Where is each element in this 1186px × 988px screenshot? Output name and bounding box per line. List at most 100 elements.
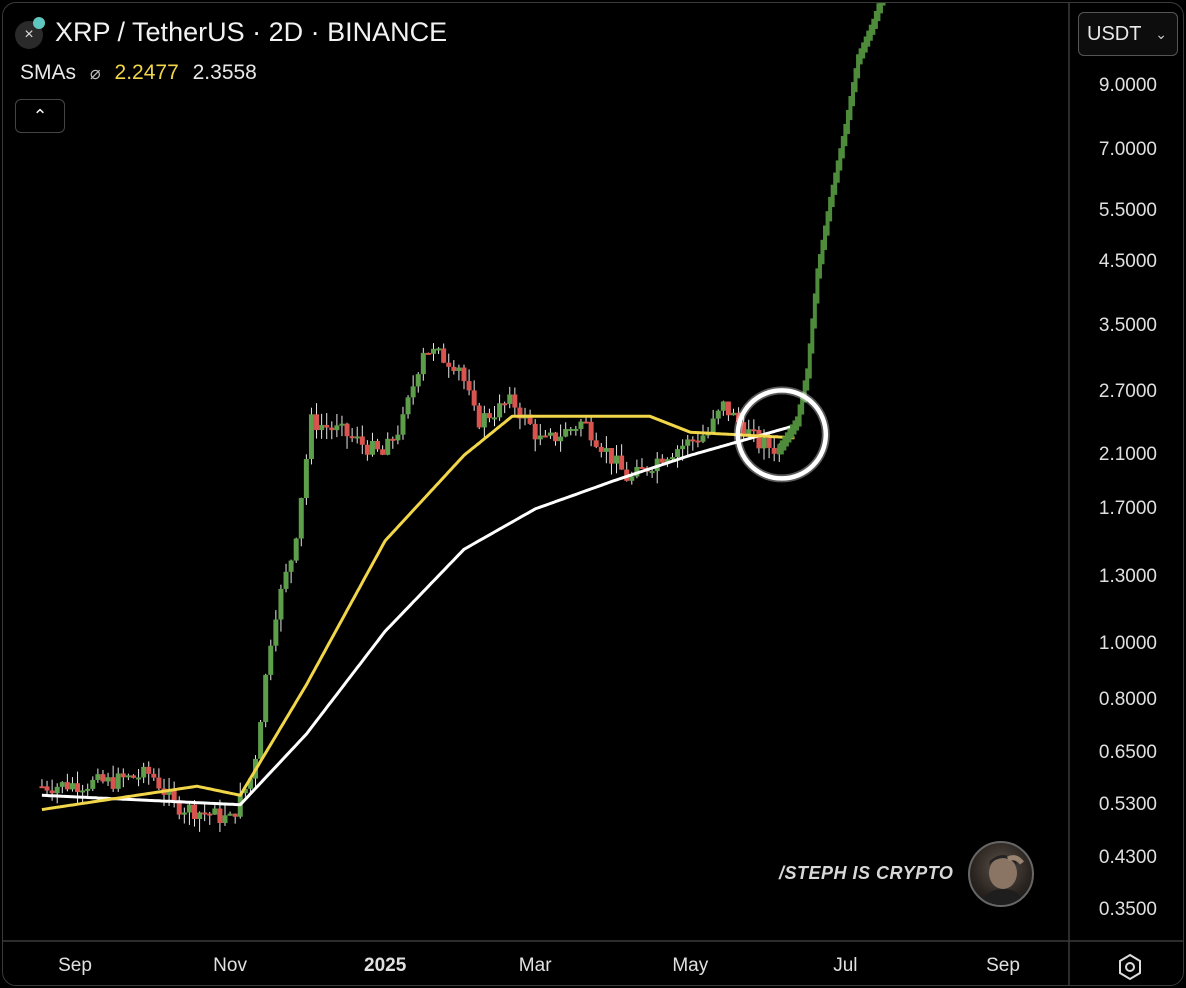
price-tick-label: 0.6500	[1098, 741, 1157, 763]
candle-body	[542, 435, 548, 438]
candle-body	[593, 440, 599, 447]
projection-candle	[873, 10, 878, 29]
candle-body	[364, 444, 370, 455]
candle-body	[49, 790, 55, 794]
projection-candle	[787, 428, 792, 443]
price-tick-label: 5.5000	[1098, 199, 1157, 221]
candle-body	[532, 423, 538, 440]
candle-body	[420, 352, 426, 375]
candle-body	[314, 414, 320, 431]
projection-candle	[838, 148, 843, 171]
candle-body	[247, 778, 253, 789]
projection-candle	[861, 42, 866, 59]
candle-body	[288, 560, 294, 572]
candle-body	[232, 813, 238, 817]
projection-candle	[795, 416, 800, 431]
candle-body	[456, 367, 462, 371]
candle-body	[110, 777, 116, 789]
candle-body	[375, 440, 381, 450]
candle-body	[430, 348, 436, 354]
time-tick-label: May	[672, 955, 709, 976]
candle-body	[242, 788, 248, 794]
candle-body	[598, 446, 604, 452]
candle-body	[319, 425, 325, 431]
candle-body	[64, 782, 70, 790]
candle-body	[344, 423, 350, 437]
watermark-text: /STEPH IS CRYPTO	[779, 863, 954, 883]
candle-body	[441, 348, 447, 363]
chevron-up-icon: ⌃	[32, 106, 48, 126]
chart-plot[interactable]	[3, 3, 1184, 986]
projection-candle	[830, 184, 835, 208]
projection-candle	[850, 82, 855, 107]
candle-body	[695, 440, 701, 443]
currency-selector[interactable]: USDT ⌄	[1078, 12, 1178, 56]
projection-candle	[843, 123, 848, 147]
time-tick-label: Nov	[213, 955, 247, 976]
chevron-down-icon: ⌄	[1155, 26, 1167, 42]
candle-body	[90, 779, 96, 789]
time-tick-label: Sep	[986, 955, 1020, 976]
candle-body	[725, 401, 731, 416]
candle-body	[329, 427, 335, 431]
candle-body	[324, 425, 330, 428]
candle-body	[125, 775, 131, 778]
candle-body	[527, 414, 533, 424]
projection-candle	[820, 239, 825, 265]
candle-body	[517, 407, 523, 419]
candle-body	[359, 436, 365, 445]
candle-body	[171, 789, 177, 801]
candle-body	[664, 459, 670, 463]
candle-body	[685, 439, 691, 446]
candle-body	[349, 436, 355, 439]
price-tick-label: 2.7000	[1098, 380, 1157, 402]
candle-body	[573, 428, 579, 431]
sma-slow-value: 2.3558	[192, 61, 257, 84]
candle-body	[512, 394, 518, 408]
candle-body	[59, 782, 65, 787]
candle-body	[151, 773, 157, 778]
indicator-legend[interactable]: SMAs ⌀ 2.2477 2.3558	[20, 61, 265, 85]
projection-candle	[828, 196, 833, 222]
projection-candle	[817, 254, 822, 279]
candle-body	[298, 497, 304, 539]
collapse-button[interactable]: ⌃	[15, 99, 65, 133]
candle-body	[425, 352, 431, 355]
projection-candle	[810, 318, 815, 354]
candle-body	[736, 412, 742, 423]
candle-body	[720, 401, 726, 411]
candle-body	[629, 476, 635, 481]
candle-body	[130, 775, 136, 778]
candle-body	[339, 423, 345, 426]
candle-body	[85, 788, 91, 791]
candle-body	[258, 722, 264, 759]
candle-body	[471, 390, 477, 406]
settings-icon[interactable]	[1115, 952, 1145, 982]
candle-body	[547, 432, 553, 436]
candle-body	[227, 813, 233, 816]
projection-candle	[845, 109, 850, 135]
candle-body	[222, 815, 228, 824]
visibility-icon[interactable]: ⌀	[89, 63, 101, 83]
candle-body	[614, 455, 620, 464]
candle-body	[603, 448, 609, 452]
candle-body	[212, 808, 218, 815]
time-tick-label: 2025	[364, 955, 407, 976]
candle-body	[761, 437, 767, 449]
highlight-circle	[735, 388, 829, 481]
projection-candle	[868, 24, 873, 41]
price-tick-label: 0.4300	[1098, 846, 1157, 868]
projection-candle	[789, 424, 794, 439]
close-icon[interactable]: ×	[15, 17, 45, 49]
candle-body	[100, 774, 106, 782]
projection-candle	[856, 54, 861, 79]
candle-body	[80, 790, 86, 793]
projection-candle	[807, 343, 812, 379]
candle-body	[303, 459, 309, 498]
symbol-title: XRP / TetherUS · 2D · BINANCE	[55, 17, 448, 47]
projection-candle	[833, 172, 838, 195]
time-tick-label: Mar	[518, 955, 552, 976]
candle-body	[120, 773, 126, 778]
candle-body	[293, 538, 299, 561]
